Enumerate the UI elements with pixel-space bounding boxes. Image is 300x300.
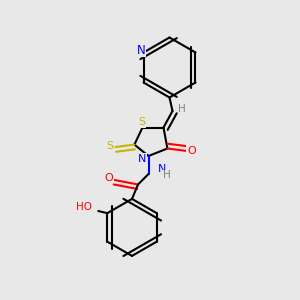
Text: O: O [187,146,196,156]
Text: O: O [104,172,113,183]
Text: S: S [106,141,113,151]
Text: N: N [138,154,146,164]
Text: H: H [163,170,171,181]
Text: S: S [138,117,145,127]
Text: H: H [178,103,186,114]
Text: N: N [137,44,146,57]
Text: N: N [158,164,166,175]
Text: HO: HO [76,202,92,212]
